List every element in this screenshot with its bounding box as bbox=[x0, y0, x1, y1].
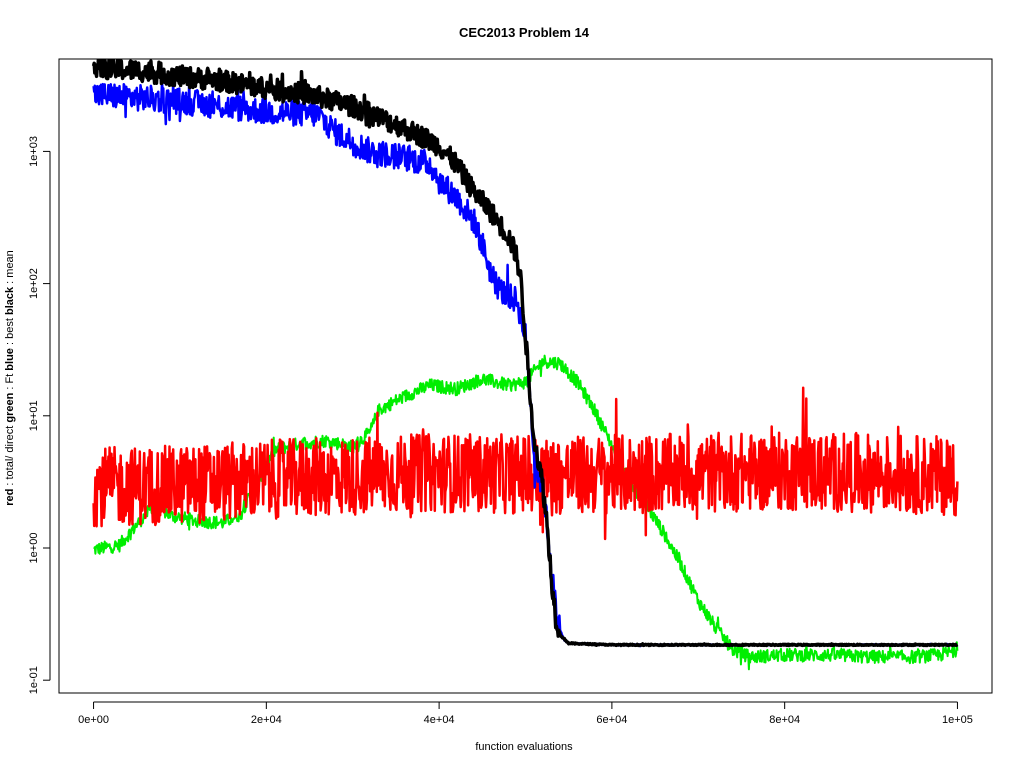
x-axis-label: function evaluations bbox=[475, 741, 573, 753]
y-tick-label: 1e+01 bbox=[28, 400, 40, 431]
y-tick-label: 1e+03 bbox=[28, 136, 40, 167]
x-tick-label: 4e+04 bbox=[424, 714, 455, 726]
y-axis-label-part: : total/ direct bbox=[4, 423, 16, 489]
chart-title: CEC2013 Problem 14 bbox=[459, 25, 590, 40]
series-line bbox=[93, 354, 959, 671]
x-tick-label: 2e+04 bbox=[251, 714, 282, 726]
y-axis-label-part: : Ft bbox=[4, 371, 16, 393]
y-axis-label-part: green bbox=[4, 392, 16, 422]
y-tick-label: 1e-01 bbox=[28, 666, 40, 694]
x-tick-label: 0e+00 bbox=[78, 714, 109, 726]
series-line bbox=[92, 386, 959, 541]
x-tick-label: 1e+05 bbox=[942, 714, 973, 726]
series-line bbox=[91, 59, 959, 648]
y-axis-label-part: : mean bbox=[4, 250, 16, 287]
y-axis-label: red : total/ direct green : Ft blue : be… bbox=[4, 250, 16, 506]
series-layer bbox=[91, 59, 959, 671]
axes-layer: 0e+00 2e+04 4e+04 6e+04 8e+04 1e+05 1e-01 1e+00… bbox=[28, 136, 973, 726]
x-tick-label: 8e+04 bbox=[769, 714, 800, 726]
y-axis-label-part: red bbox=[4, 489, 16, 506]
series-line bbox=[92, 76, 959, 648]
y-tick-label: 1e+00 bbox=[28, 533, 40, 564]
plot-frame bbox=[58, 58, 993, 694]
x-tick-label: 6e+04 bbox=[596, 714, 627, 726]
y-axis-label-part: blue bbox=[4, 348, 16, 371]
y-tick-label: 1e+02 bbox=[28, 268, 40, 299]
y-axis-label-part: : best bbox=[4, 315, 16, 348]
y-axis-label-part: black bbox=[4, 286, 16, 315]
